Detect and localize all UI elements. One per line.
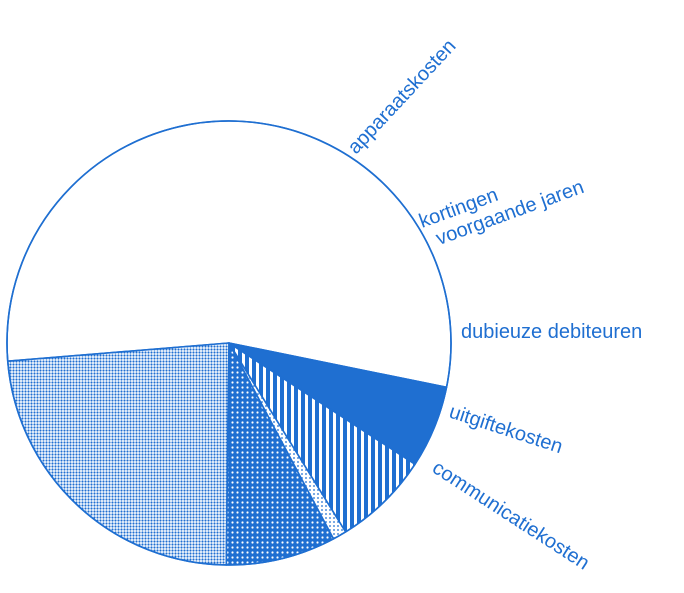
label-kortingen-voorgaande-jaren: kortingen voorgaande jaren (416, 176, 587, 250)
pie-slice-1 (6, 342, 230, 566)
label-uitgiftekosten: uitgiftekosten (446, 401, 565, 458)
label-apparaatskosten: apparaatskosten (344, 35, 461, 158)
slices-group (6, 120, 452, 566)
pie-outline (6, 120, 452, 566)
label-communicatiekosten: communicatiekosten (428, 457, 593, 575)
label-dubieuze-debiteuren: dubieuze debiteuren (461, 321, 642, 343)
